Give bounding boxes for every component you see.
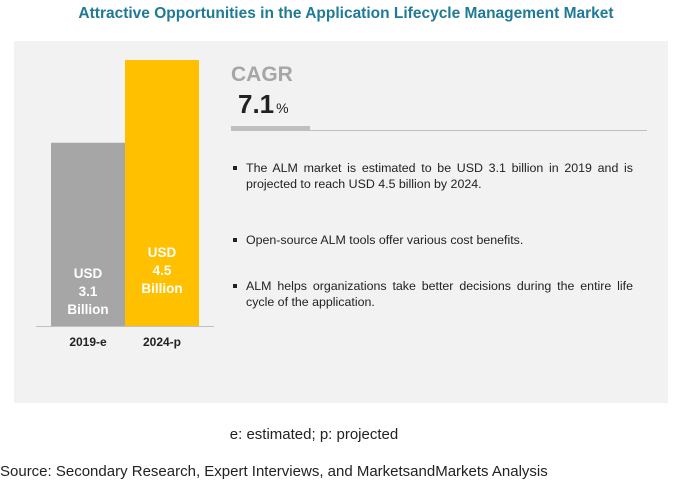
cagr-number: 7.1 xyxy=(238,89,275,119)
data-label: USD xyxy=(148,245,177,260)
key-point: Open-source ALM tools offer various cost… xyxy=(233,232,633,248)
data-label: Billion xyxy=(141,281,182,296)
chart-title: Attractive Opportunities in the Applicat… xyxy=(78,5,614,22)
data-label: USD xyxy=(74,266,103,281)
footnote: e: estimated; p: projected xyxy=(229,426,399,443)
x-tick-label: 2024-p xyxy=(143,335,181,349)
data-label: 3.1 xyxy=(79,284,98,299)
data-label: 4.5 xyxy=(153,263,172,278)
cagr-unit: % xyxy=(276,100,289,116)
cagr-value: 7.1% xyxy=(238,89,289,120)
cagr-underline xyxy=(231,126,310,131)
key-point: The ALM market is estimated to be USD 3.… xyxy=(233,160,633,192)
source-note: Source: Secondary Research, Expert Inter… xyxy=(0,463,548,480)
bar-2019-e xyxy=(51,142,125,326)
x-tick-label: 2019-e xyxy=(69,335,107,349)
cagr-divider xyxy=(231,130,647,131)
key-points-list: The ALM market is estimated to be USD 3.… xyxy=(233,160,633,310)
bar-2024-p xyxy=(125,60,199,326)
key-point: ALM helps organizations take better deci… xyxy=(233,278,633,310)
cagr-label: CAGR xyxy=(231,63,293,86)
data-label: Billion xyxy=(67,302,108,317)
